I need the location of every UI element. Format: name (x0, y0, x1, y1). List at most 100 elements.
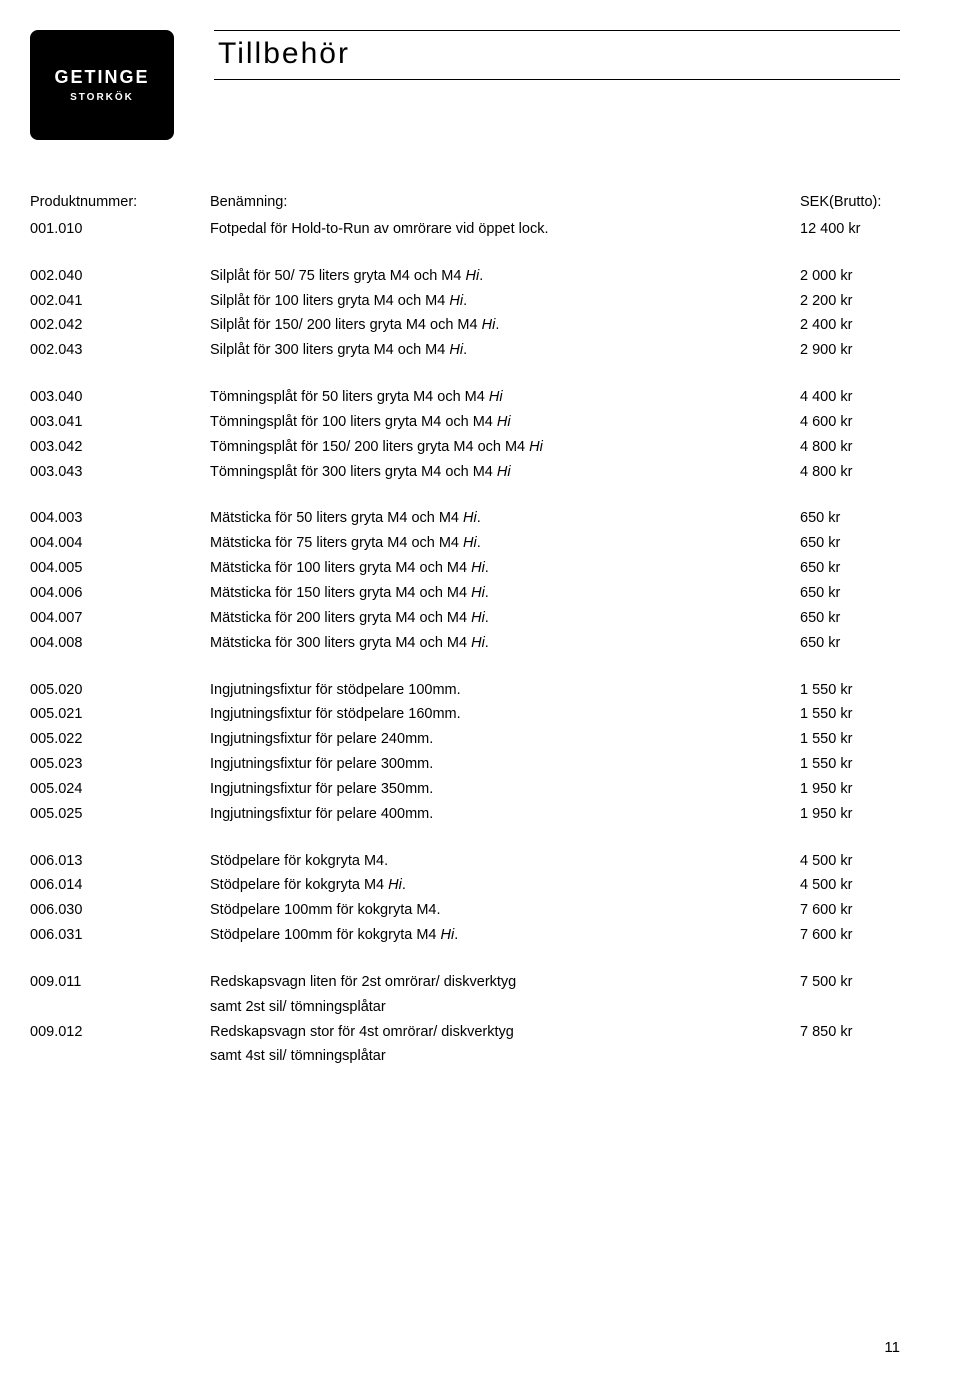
cell-price: 4 600 kr (800, 413, 900, 432)
cell-product-number: 005.020 (30, 681, 210, 700)
cell-product-number: 004.008 (30, 634, 210, 653)
group-spacer (30, 948, 900, 970)
cell-price: 2 400 kr (800, 316, 900, 335)
cell-product-number: 004.003 (30, 509, 210, 528)
table-row: 006.013Stödpelare för kokgryta M4.4 500 … (30, 849, 900, 874)
header: GETINGE STORKÖK Tillbehör (30, 30, 900, 140)
cell-product-number (30, 998, 210, 1017)
col-header-num: Produktnummer: (30, 193, 210, 212)
cell-product-number: 003.040 (30, 388, 210, 407)
table-row: 009.012Redskapsvagn stor för 4st omrörar… (30, 1020, 900, 1045)
cell-product-number: 006.014 (30, 876, 210, 895)
cell-product-number: 006.013 (30, 852, 210, 871)
group-spacer (30, 242, 900, 264)
cell-product-number: 002.040 (30, 267, 210, 286)
group-spacer (30, 363, 900, 385)
table-body: 001.010Fotpedal för Hold-to-Run av omrör… (30, 217, 900, 1069)
cell-price: 650 kr (800, 534, 900, 553)
title-box: Tillbehör (214, 30, 900, 80)
cell-price: 1 550 kr (800, 730, 900, 749)
cell-product-number: 005.024 (30, 780, 210, 799)
cell-price: 1 550 kr (800, 705, 900, 724)
cell-product-name: Tömningsplåt för 150/ 200 liters gryta M… (210, 438, 800, 457)
cell-product-name: Tömningsplåt för 100 liters gryta M4 och… (210, 413, 800, 432)
cell-price: 1 950 kr (800, 780, 900, 799)
cell-price: 4 400 kr (800, 388, 900, 407)
cell-price (800, 998, 900, 1017)
document-page: GETINGE STORKÖK Tillbehör Produktnummer:… (0, 0, 960, 1386)
cell-price: 7 600 kr (800, 926, 900, 945)
cell-price: 7 600 kr (800, 901, 900, 920)
table-row: 003.042Tömningsplåt för 150/ 200 liters … (30, 435, 900, 460)
cell-product-number: 005.025 (30, 805, 210, 824)
brand-logo: GETINGE STORKÖK (30, 30, 174, 140)
table-row: 002.040Silplåt för 50/ 75 liters gryta M… (30, 264, 900, 289)
cell-product-name: Redskapsvagn stor för 4st omrörar/ diskv… (210, 1023, 800, 1042)
table-row: 004.006Mätsticka för 150 liters gryta M4… (30, 581, 900, 606)
cell-product-number: 001.010 (30, 220, 210, 239)
cell-product-number (30, 1047, 210, 1066)
table-row: 004.003Mätsticka för 50 liters gryta M4 … (30, 506, 900, 531)
cell-price: 2 200 kr (800, 292, 900, 311)
cell-price: 650 kr (800, 609, 900, 628)
cell-product-number: 002.041 (30, 292, 210, 311)
cell-product-number: 003.042 (30, 438, 210, 457)
table-row: 001.010Fotpedal för Hold-to-Run av omrör… (30, 217, 900, 242)
cell-product-number: 009.012 (30, 1023, 210, 1042)
cell-product-name: samt 2st sil/ tömningsplåtar (210, 998, 800, 1017)
table-row: 005.024Ingjutningsfixtur för pelare 350m… (30, 777, 900, 802)
cell-product-name: Mätsticka för 75 liters gryta M4 och M4 … (210, 534, 800, 553)
cell-product-name: Mätsticka för 300 liters gryta M4 och M4… (210, 634, 800, 653)
cell-price: 2 000 kr (800, 267, 900, 286)
cell-product-name: Ingjutningsfixtur för pelare 240mm. (210, 730, 800, 749)
table-row: 003.041Tömningsplåt för 100 liters gryta… (30, 410, 900, 435)
cell-product-number: 004.005 (30, 559, 210, 578)
cell-product-name: Ingjutningsfixtur för pelare 400mm. (210, 805, 800, 824)
cell-price: 1 550 kr (800, 681, 900, 700)
cell-product-number: 002.043 (30, 341, 210, 360)
table-row: 002.042Silplåt för 150/ 200 liters gryta… (30, 313, 900, 338)
logo-brand: GETINGE (54, 67, 149, 88)
logo-sub: STORKÖK (70, 92, 134, 103)
table-row: 004.004Mätsticka för 75 liters gryta M4 … (30, 531, 900, 556)
cell-product-name: Tömningsplåt för 50 liters gryta M4 och … (210, 388, 800, 407)
cell-product-number: 003.043 (30, 463, 210, 482)
table-row: 005.022Ingjutningsfixtur för pelare 240m… (30, 727, 900, 752)
table-row: 005.020Ingjutningsfixtur för stödpelare … (30, 678, 900, 703)
cell-price: 4 500 kr (800, 852, 900, 871)
cell-product-name: Tömningsplåt för 300 liters gryta M4 och… (210, 463, 800, 482)
cell-price: 1 950 kr (800, 805, 900, 824)
cell-price: 2 900 kr (800, 341, 900, 360)
cell-product-name: Ingjutningsfixtur för pelare 300mm. (210, 755, 800, 774)
cell-product-number: 004.004 (30, 534, 210, 553)
table-row: 002.043Silplåt för 300 liters gryta M4 o… (30, 338, 900, 363)
table-row: 005.023Ingjutningsfixtur för pelare 300m… (30, 752, 900, 777)
cell-product-number: 006.030 (30, 901, 210, 920)
table-row: 003.040Tömningsplåt för 50 liters gryta … (30, 385, 900, 410)
table-row: 006.030Stödpelare 100mm för kokgryta M4.… (30, 898, 900, 923)
cell-price: 1 550 kr (800, 755, 900, 774)
cell-price: 12 400 kr (800, 220, 900, 239)
cell-product-number: 006.031 (30, 926, 210, 945)
table-row: 005.025Ingjutningsfixtur för pelare 400m… (30, 802, 900, 827)
cell-price: 4 800 kr (800, 463, 900, 482)
table-row: 004.008Mätsticka för 300 liters gryta M4… (30, 631, 900, 656)
group-spacer (30, 827, 900, 849)
cell-product-name: Stödpelare 100mm för kokgryta M4 Hi. (210, 926, 800, 945)
cell-product-name: Mätsticka för 200 liters gryta M4 och M4… (210, 609, 800, 628)
table-row: samt 2st sil/ tömningsplåtar (30, 995, 900, 1020)
cell-price: 7 850 kr (800, 1023, 900, 1042)
cell-price: 650 kr (800, 584, 900, 603)
cell-product-name: Mätsticka för 150 liters gryta M4 och M4… (210, 584, 800, 603)
cell-product-name: Silplåt för 150/ 200 liters gryta M4 och… (210, 316, 800, 335)
cell-price: 650 kr (800, 509, 900, 528)
cell-product-name: Stödpelare 100mm för kokgryta M4. (210, 901, 800, 920)
cell-product-name: Silplåt för 50/ 75 liters gryta M4 och M… (210, 267, 800, 286)
table-row: 002.041Silplåt för 100 liters gryta M4 o… (30, 289, 900, 314)
cell-product-number: 005.023 (30, 755, 210, 774)
cell-product-number: 005.021 (30, 705, 210, 724)
col-header-price: SEK(Brutto): (800, 193, 900, 212)
cell-product-name: Stödpelare för kokgryta M4 Hi. (210, 876, 800, 895)
cell-price: 650 kr (800, 634, 900, 653)
table-row: 003.043Tömningsplåt för 300 liters gryta… (30, 460, 900, 485)
